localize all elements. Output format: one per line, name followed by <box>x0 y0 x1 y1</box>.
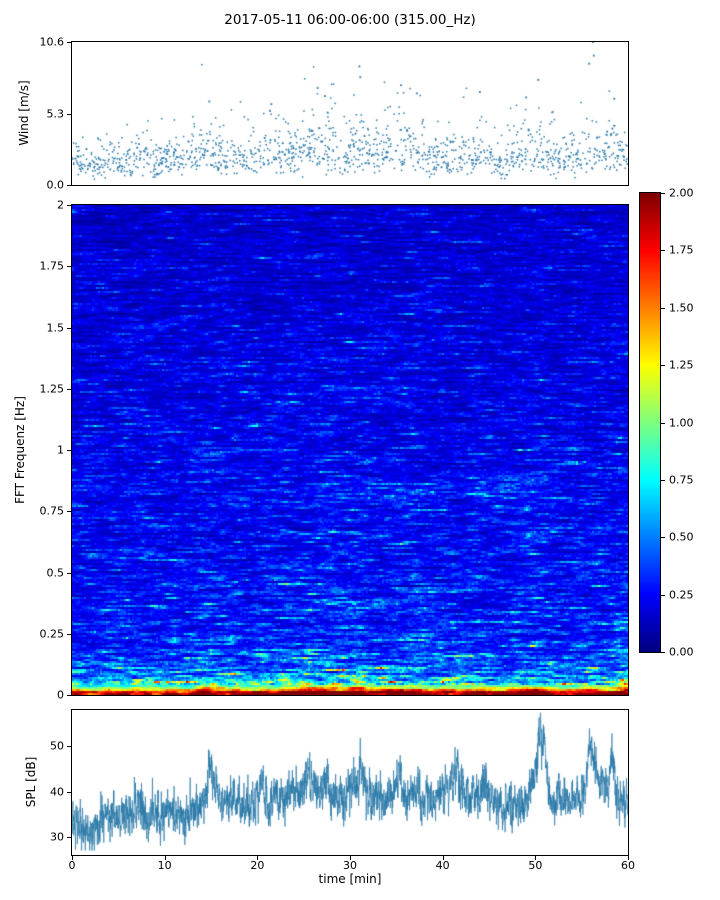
x-tick-label: 0 <box>68 859 76 872</box>
spectrogram-y-tick <box>67 388 71 390</box>
spectrogram-y-tick-label: 1 <box>57 443 64 457</box>
spectrogram-heatmap <box>71 204 629 696</box>
spl-y-tick <box>67 746 71 748</box>
spectrogram-y-tick <box>67 633 71 635</box>
x-tick <box>442 856 444 860</box>
colorbar-tick <box>661 422 665 424</box>
x-tick-label: 40 <box>435 859 450 872</box>
x-tick <box>164 856 166 860</box>
x-tick <box>72 856 73 860</box>
x-tick-label: 20 <box>250 859 265 872</box>
spectrogram-y-tick <box>67 572 71 574</box>
colorbar-tick-label: 1.50 <box>669 301 694 315</box>
x-tick-label: 50 <box>528 859 543 872</box>
colorbar-tick <box>661 652 665 653</box>
wind-y-tick-label: 10.6 <box>39 35 65 49</box>
spl-line-plot <box>71 709 629 856</box>
chart-title: 2017-05-11 06:00-06:00 (315.00_Hz) <box>224 12 476 28</box>
spectrogram-y-tick <box>67 266 71 268</box>
colorbar-tick <box>661 250 665 252</box>
colorbar-tick-label: 1.00 <box>669 416 694 429</box>
wind-y-tick <box>67 113 71 115</box>
spl-y-axis-label: SPL [dB] <box>24 756 38 808</box>
spectrogram-y-tick-label: 1.25 <box>39 382 65 396</box>
wind-y-tick <box>67 42 71 43</box>
spectrogram-y-tick-label: 1.75 <box>39 259 65 273</box>
wind-y-tick-label: 5.3 <box>46 107 65 120</box>
colorbar-tick <box>661 307 665 309</box>
wind-y-tick <box>67 185 71 186</box>
colorbar-tick <box>661 193 665 194</box>
spl-y-tick <box>67 791 71 793</box>
spectrogram-y-tick-label: 2 <box>57 198 64 212</box>
x-tick-label: 10 <box>157 859 172 872</box>
x-tick <box>628 856 629 860</box>
spectrogram-y-axis-label: FFT Frequenz [Hz] <box>13 396 27 504</box>
colorbar-tick-label: 0.75 <box>669 473 694 487</box>
x-axis-label: time [min] <box>318 872 382 886</box>
colorbar-tick <box>661 479 665 481</box>
spl-y-tick-label: 50 <box>50 739 64 753</box>
spl-y-tick-label: 40 <box>50 785 64 799</box>
wind-scatter-plot <box>71 41 629 186</box>
spectrogram-y-tick <box>67 205 71 206</box>
spectrogram-y-tick <box>67 327 71 329</box>
colorbar-tick <box>661 537 665 539</box>
wind-y-tick-label: 0.0 <box>46 178 65 192</box>
colorbar-tick-label: 1.75 <box>669 243 694 257</box>
spl-y-tick <box>67 836 71 838</box>
colorbar-tick <box>661 365 665 367</box>
colorbar <box>639 192 661 653</box>
x-tick-label: 30 <box>343 859 357 872</box>
x-tick <box>350 856 351 860</box>
spectrogram-y-tick-label: 0 <box>57 688 64 702</box>
colorbar-tick-label: 0.25 <box>669 588 694 602</box>
x-tick-label: 60 <box>621 859 635 872</box>
spectrogram-y-tick <box>67 450 71 451</box>
spectrogram-y-tick-label: 0.25 <box>39 627 65 641</box>
colorbar-tick-label: 0.50 <box>669 530 694 544</box>
spectrogram-y-tick-label: 1.5 <box>46 321 65 334</box>
colorbar-tick-label: 0.00 <box>669 645 694 659</box>
spectrogram-y-tick <box>67 511 71 513</box>
spectrogram-y-tick-label: 0.75 <box>39 504 65 518</box>
colorbar-tick-label: 2.00 <box>669 186 694 200</box>
x-tick <box>535 856 537 860</box>
x-tick <box>257 856 259 860</box>
spectrogram-y-tick <box>67 695 71 696</box>
colorbar-tick-label: 1.25 <box>669 358 694 372</box>
spectrogram-y-tick-label: 0.5 <box>46 566 65 579</box>
spl-y-tick-label: 30 <box>50 830 64 844</box>
colorbar-tick <box>661 594 665 596</box>
wind-y-axis-label: Wind [m/s] <box>17 80 31 146</box>
